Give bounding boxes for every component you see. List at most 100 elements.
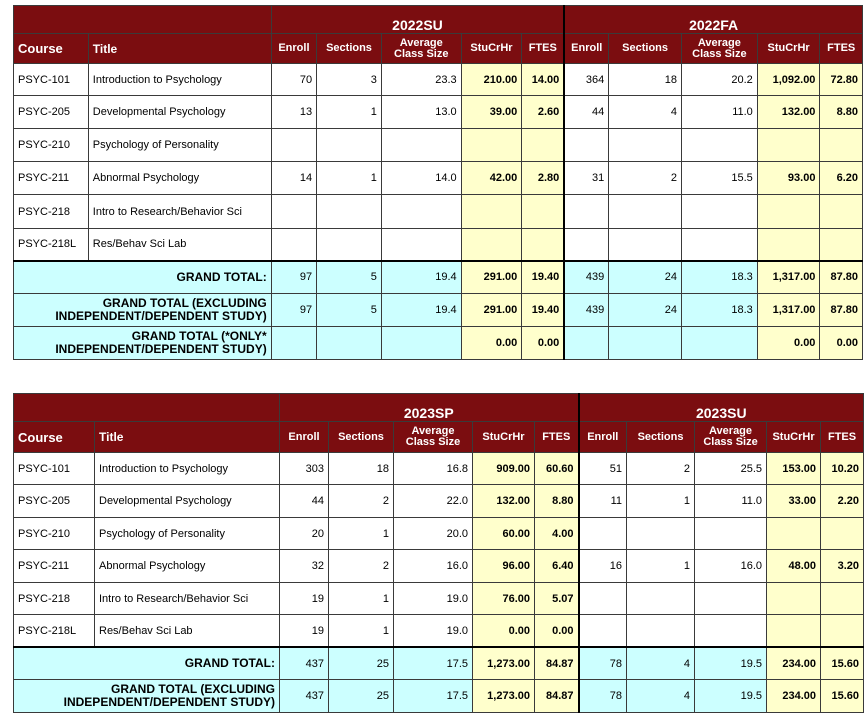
stucrhr-cell	[756, 227, 821, 262]
avg-class-size-cell: 19.0	[393, 581, 473, 616]
course-code: PSYC-101	[13, 63, 89, 97]
ftes-cell	[819, 194, 863, 229]
avg-class-size-cell: 13.0	[380, 95, 462, 130]
course-title: Abnormal Psychology	[87, 161, 272, 196]
avg-class-size-cell: 11.0	[680, 95, 758, 130]
grand-total-row: GRAND TOTAL: 437 25 17.5 1,273.00 84.87 …	[13, 646, 865, 681]
grand-total-label: GRAND TOTAL:	[13, 260, 272, 294]
table-row: PSYC-210 Psychology of Personality	[13, 128, 863, 163]
enrollment-table-2022: 2022SU 2022FA Course Title Enroll Sectio…	[13, 4, 864, 361]
ftes-cell: 10.20	[820, 451, 865, 486]
course-code: PSYC-211	[13, 161, 89, 196]
course-code: PSYC-205	[13, 484, 95, 518]
ftes-cell: 2.20	[820, 484, 865, 518]
stucrhr-cell: 48.00	[766, 549, 822, 583]
grand-total-row: GRAND TOTAL: 97 5 19.4 291.00 19.40 439 …	[13, 260, 863, 294]
enroll-cell: 51	[577, 451, 628, 486]
course-title: Developmental Psychology	[94, 484, 280, 518]
table-row: PSYC-218L Res/Behav Sci Lab	[13, 227, 863, 262]
sections-cell	[608, 128, 682, 163]
sections-cell: 18	[608, 63, 682, 97]
course-code: PSYC-211	[13, 549, 95, 583]
table-row: PSYC-101 Introduction to Psychology 303 …	[13, 451, 865, 486]
enroll-cell: 13	[270, 95, 318, 130]
avg-class-size-cell	[380, 194, 462, 229]
stucrhr-cell: 234.00	[766, 646, 822, 681]
col-header-stucrhr: StuCrHr	[472, 421, 535, 453]
stucrhr-cell: 60.00	[472, 516, 535, 551]
sections-cell: 1	[328, 581, 394, 616]
sections-cell: 1	[626, 549, 696, 583]
grand-total-only-label: GRAND TOTAL (*ONLY* INDEPENDENT/DEPENDEN…	[13, 325, 272, 361]
avg-class-size-cell	[680, 227, 758, 262]
enroll-cell	[577, 581, 628, 616]
sections-cell: 1	[328, 614, 394, 648]
sections-cell: 2	[626, 451, 696, 486]
grand-total-only-row: GRAND TOTAL (*ONLY* INDEPENDENT/DEPENDEN…	[13, 325, 863, 361]
col-header-sections: Sections	[316, 33, 382, 65]
stucrhr-cell	[460, 194, 523, 229]
enroll-cell: 439	[563, 260, 610, 294]
enroll-cell: 70	[270, 63, 318, 97]
avg-class-size-cell: 11.0	[694, 484, 768, 518]
term-header-2023su: 2023SU	[577, 392, 865, 423]
enroll-cell: 437	[279, 679, 329, 713]
enroll-cell	[270, 227, 318, 262]
col-header-title: Title	[87, 33, 272, 65]
enroll-cell: 19	[279, 614, 329, 648]
ftes-cell	[521, 194, 565, 229]
stucrhr-cell: 1,317.00	[756, 260, 821, 294]
ftes-cell: 60.60	[533, 451, 580, 486]
stucrhr-cell: 132.00	[472, 484, 535, 518]
ftes-cell: 19.40	[521, 260, 565, 294]
sections-cell	[608, 227, 682, 262]
course-code: PSYC-205	[13, 95, 89, 130]
stucrhr-cell: 132.00	[756, 95, 821, 130]
col-header-enroll: Enroll	[270, 33, 318, 65]
sections-cell	[608, 194, 682, 229]
ftes-cell: 0.00	[521, 325, 565, 361]
sections-cell: 18	[328, 451, 394, 486]
stucrhr-cell: 1,273.00	[472, 679, 535, 713]
course-title: Res/Behav Sci Lab	[94, 614, 280, 648]
col-header-course: Course	[13, 421, 95, 453]
sections-cell	[626, 614, 696, 648]
avg-class-size-cell: 15.5	[680, 161, 758, 196]
ftes-cell: 19.40	[521, 292, 565, 327]
sections-cell: 1	[328, 516, 394, 551]
ftes-cell: 8.80	[819, 95, 863, 130]
enroll-cell	[563, 194, 610, 229]
avg-class-size-cell: 23.3	[380, 63, 462, 97]
col-header-stucrhr: StuCrHr	[756, 33, 821, 65]
ftes-cell	[521, 227, 565, 262]
sections-cell	[316, 227, 382, 262]
course-title: Intro to Research/Behavior Sci	[94, 581, 280, 616]
stucrhr-cell: 1,317.00	[756, 292, 821, 327]
avg-class-size-cell	[380, 128, 462, 163]
ftes-cell	[521, 128, 565, 163]
sections-cell: 4	[626, 679, 696, 713]
avg-class-size-cell: 19.5	[694, 646, 768, 681]
enroll-cell: 20	[279, 516, 329, 551]
col-header-sections: Sections	[608, 33, 682, 65]
ftes-cell: 4.00	[533, 516, 580, 551]
stucrhr-cell: 0.00	[472, 614, 535, 648]
term-header-2022su: 2022SU	[270, 4, 565, 35]
col-header-enroll: Enroll	[563, 33, 610, 65]
col-header-ftes: FTES	[819, 33, 863, 65]
avg-class-size-cell: 19.4	[380, 292, 462, 327]
col-header-sections: Sections	[328, 421, 394, 453]
avg-class-size-cell: 19.0	[393, 614, 473, 648]
enroll-cell: 439	[563, 292, 610, 327]
sections-cell: 24	[608, 260, 682, 294]
grand-total-excluding-label: GRAND TOTAL (EXCLUDING INDEPENDENT/DEPEN…	[13, 292, 272, 327]
col-header-course: Course	[13, 33, 89, 65]
col-header-avg-class-size: Average Class Size	[694, 421, 768, 453]
sections-cell	[608, 325, 682, 361]
stucrhr-cell: 0.00	[756, 325, 821, 361]
enroll-cell: 16	[577, 549, 628, 583]
ftes-cell: 84.87	[533, 646, 580, 681]
sections-cell: 2	[328, 549, 394, 583]
sections-cell: 1	[626, 484, 696, 518]
sections-cell: 5	[316, 260, 382, 294]
